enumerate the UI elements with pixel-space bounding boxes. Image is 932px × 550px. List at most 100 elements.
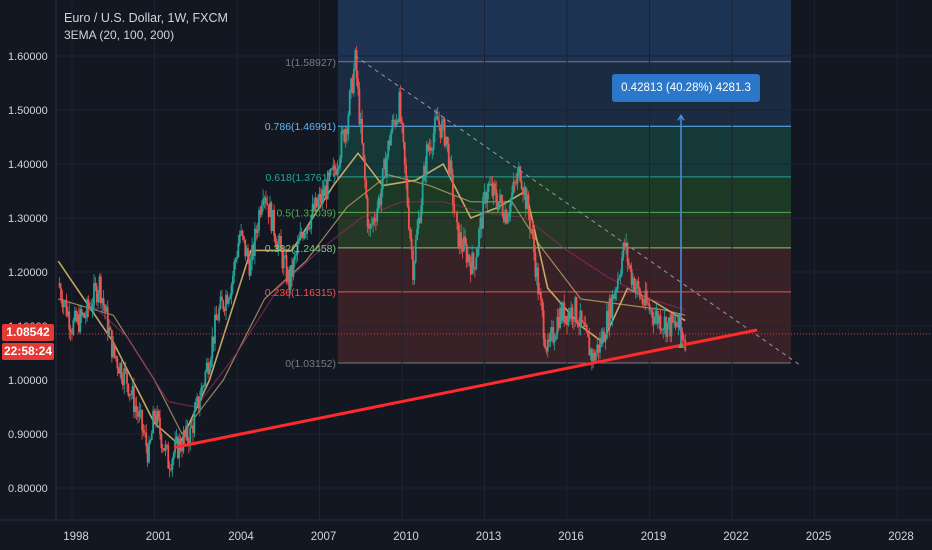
candle-body — [75, 310, 78, 322]
candle-body — [61, 298, 64, 308]
candle-body — [678, 314, 681, 329]
candle-body — [274, 235, 277, 244]
candle-body — [428, 147, 431, 151]
candle-body — [524, 187, 527, 210]
candle-body — [454, 211, 457, 213]
candle-body — [321, 189, 324, 204]
candle-body — [599, 337, 601, 353]
candle-body — [449, 160, 452, 174]
candle-body — [137, 411, 139, 417]
candle-body — [308, 228, 311, 230]
price-tick-label: 1.30000 — [8, 213, 48, 225]
candle-body — [314, 197, 317, 211]
candle-body — [446, 136, 449, 144]
candle-body — [480, 217, 483, 229]
candle-body — [277, 241, 280, 250]
candle-body — [80, 309, 83, 316]
measure-result-box[interactable]: 0.42813 (40.28%) 4281.3 — [612, 74, 760, 102]
candle-body — [491, 183, 494, 196]
candle-body — [440, 121, 443, 138]
time-tick-label: 2025 — [806, 531, 832, 543]
fibonacci-level-labels: 1(1.58927) 0.786(1.46991) 0.618(1.37611) 0.… — [265, 57, 336, 370]
candle-body — [145, 432, 148, 447]
candle-body — [467, 254, 469, 263]
candle-body — [542, 310, 545, 340]
price-axis[interactable]: 1.600001.500001.400001.300001.200001.100… — [0, 0, 57, 550]
candle-body — [358, 88, 361, 125]
candle-body — [99, 276, 102, 304]
candle-body — [171, 459, 174, 470]
candle-body — [376, 208, 379, 222]
candle-body — [623, 243, 626, 247]
drawing-tools[interactable] — [56, 55, 932, 449]
candle-body — [170, 469, 172, 470]
candle-body — [520, 180, 523, 189]
candle-body — [676, 326, 678, 328]
candle-body — [509, 199, 512, 213]
candle-body — [508, 212, 511, 217]
candle-body — [126, 371, 128, 384]
candle-body — [656, 310, 659, 324]
candle-body — [255, 228, 258, 233]
candle-body — [576, 321, 579, 327]
candle-body — [196, 396, 199, 403]
candle-body — [123, 368, 126, 386]
candle-body — [458, 232, 461, 248]
time-axis[interactable]: 1998 2001 2004 2007 2010 2013 2016 2019 2022 2025… — [0, 519, 932, 550]
candle-body — [497, 202, 500, 210]
candle-body — [361, 118, 364, 144]
candle-body — [392, 119, 395, 122]
candle-body — [671, 314, 674, 323]
candle-body — [622, 243, 625, 258]
candle-body — [148, 442, 150, 463]
candle-body — [442, 119, 445, 122]
candle-body — [91, 305, 94, 310]
candle-body — [263, 197, 266, 199]
candle-body — [630, 268, 633, 285]
candle-body — [469, 262, 472, 275]
fib-level-label: 0(1.03152) — [285, 358, 336, 370]
candle-body — [501, 203, 504, 216]
candle-body — [681, 331, 684, 340]
candle-body — [237, 243, 240, 258]
candle-body — [73, 310, 76, 321]
candle-body — [548, 339, 551, 342]
candle-body — [260, 205, 263, 215]
candle-body — [584, 324, 587, 327]
candle-body — [64, 300, 67, 303]
candle-body — [457, 222, 460, 248]
candle-body — [178, 438, 181, 458]
candle-body — [161, 447, 164, 449]
candle-body — [632, 278, 634, 285]
candle-body — [152, 410, 155, 434]
symbol-title[interactable]: Euro / U.S. Dollar, 1W, FXCM — [64, 11, 228, 25]
candle-body — [332, 165, 335, 170]
candle-body — [482, 196, 485, 229]
ema-line-1 — [57, 152, 686, 446]
candle-body — [326, 172, 329, 200]
candle-body — [416, 228, 419, 240]
candle-body — [98, 276, 101, 294]
candle-body — [447, 143, 450, 174]
candle-body — [135, 405, 138, 412]
candle-body — [347, 114, 350, 135]
time-tick-label: 2016 — [558, 531, 584, 543]
candle-body — [253, 228, 256, 256]
candle-body — [93, 283, 95, 306]
candle-body — [271, 209, 274, 232]
candle-body — [583, 322, 586, 327]
candle-body — [113, 344, 116, 356]
candle-body — [465, 243, 468, 263]
candle-body — [516, 172, 519, 184]
candle-body — [229, 296, 232, 299]
candle-body — [362, 143, 365, 159]
candle-body — [625, 243, 628, 247]
indicator-label[interactable]: 3EMA (20, 100, 200) — [64, 28, 175, 42]
candle-body — [130, 393, 133, 395]
candle-body — [614, 291, 617, 299]
candle-body — [286, 269, 289, 282]
candle-body — [406, 180, 409, 206]
candle-body — [313, 203, 315, 211]
candle-body — [473, 267, 476, 270]
